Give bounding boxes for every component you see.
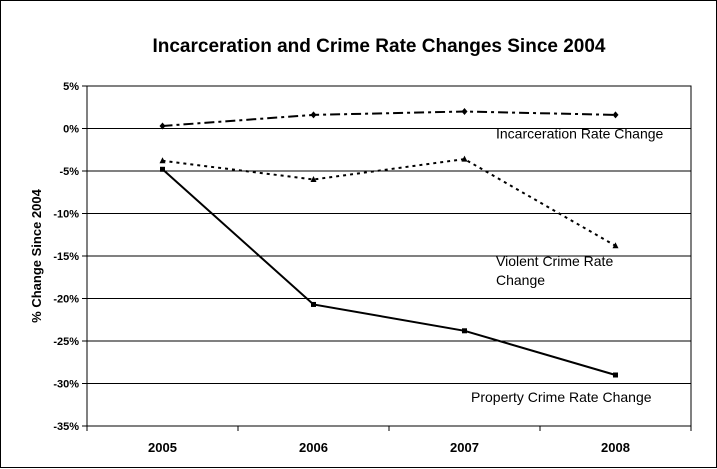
y-axis-label: % Change Since 2004 (29, 188, 44, 322)
y-tick-label: 0% (63, 124, 79, 136)
series-lines (159, 108, 619, 378)
data-point-triangle (461, 155, 468, 162)
y-tick-label: -35% (53, 421, 79, 433)
data-point-triangle (612, 242, 619, 249)
y-tick-label: -25% (53, 336, 79, 348)
y-tick-label: -10% (53, 209, 79, 221)
y-tick-label: -20% (53, 294, 79, 306)
y-tick-labels: 5% 0% -5% -10% -15% -20% -25% -30% -35% (53, 81, 79, 433)
series-annotation-label: Property Crime Rate Change (471, 389, 652, 405)
data-point-diamond (461, 108, 468, 115)
x-tick-label: 2006 (299, 440, 328, 455)
x-tick-label: 2005 (148, 440, 177, 455)
series-annotation-label: Change (496, 272, 545, 288)
gridlines (87, 128, 691, 384)
y-tick-label: -30% (53, 379, 79, 391)
y-tick-label: -15% (53, 251, 79, 263)
chart-title: Incarceration and Crime Rate Changes Sin… (152, 36, 605, 57)
x-tick-label: 2008 (601, 440, 630, 455)
data-point-diamond (159, 122, 166, 130)
series-annotation-label: Violent Crime Rate (496, 253, 613, 269)
data-point-diamond (310, 111, 317, 119)
series-line-1 (162, 110, 616, 127)
y-tick-label: 5% (63, 81, 79, 93)
data-point-square (613, 372, 618, 378)
series-annotations: Incarceration Rate Change Violent Crime R… (471, 126, 664, 406)
x-tick-labels: 2005 2006 2007 2008 (148, 440, 630, 455)
series-line-3 (161, 168, 616, 376)
data-point-triangle (159, 157, 166, 164)
y-tick-label: -5% (59, 166, 79, 178)
data-point-triangle (310, 176, 317, 182)
axes (82, 85, 692, 431)
data-point-diamond (612, 111, 619, 119)
series-line-2 (162, 158, 616, 247)
data-point-square (311, 301, 316, 307)
data-point-square (462, 328, 467, 334)
data-point-square (160, 166, 165, 172)
x-tick-label: 2007 (450, 440, 479, 455)
series-annotation-label: Incarceration Rate Change (496, 126, 664, 142)
